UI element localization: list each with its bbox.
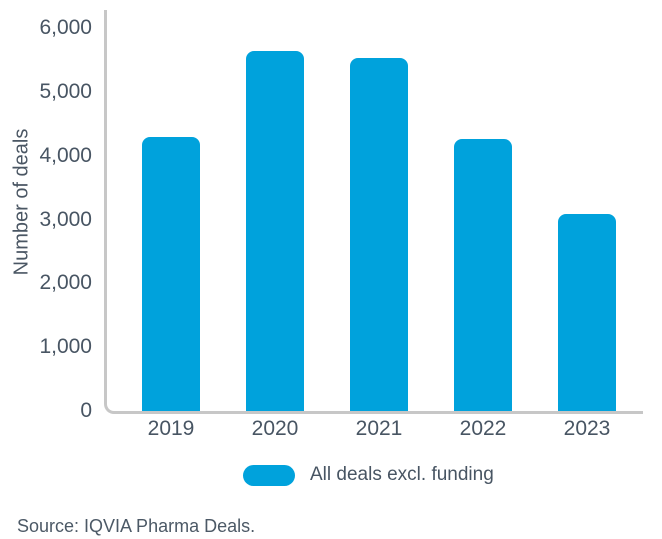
legend-label: All deals excl. funding	[310, 464, 494, 485]
y-tick-label: 5,000	[39, 79, 92, 103]
x-tick-label: 2022	[459, 417, 507, 440]
source-note: Source: IQVIA Pharma Deals.	[17, 516, 256, 536]
y-tick-label: 3,000	[39, 207, 92, 231]
y-tick-label: 0	[80, 399, 92, 422]
bar-2022	[454, 139, 512, 411]
x-tick-label: 2019	[147, 417, 195, 440]
y-tick-label: 6,000	[39, 16, 92, 39]
y-tick-label: 2,000	[39, 271, 92, 295]
bar-2021	[350, 58, 408, 411]
x-tick-label: 2020	[251, 417, 299, 440]
bar-2023	[558, 214, 616, 411]
x-tick-label: 2021	[355, 417, 403, 440]
legend: All deals excl. funding	[243, 464, 494, 486]
legend-swatch	[243, 464, 295, 486]
x-tick-label: 2023	[563, 417, 611, 440]
plot-axes	[104, 10, 643, 414]
y-tick-label: 1,000	[39, 335, 92, 359]
y-tick-label: 4,000	[39, 143, 92, 167]
bar-2020	[246, 51, 304, 411]
bar-2019	[142, 137, 200, 411]
